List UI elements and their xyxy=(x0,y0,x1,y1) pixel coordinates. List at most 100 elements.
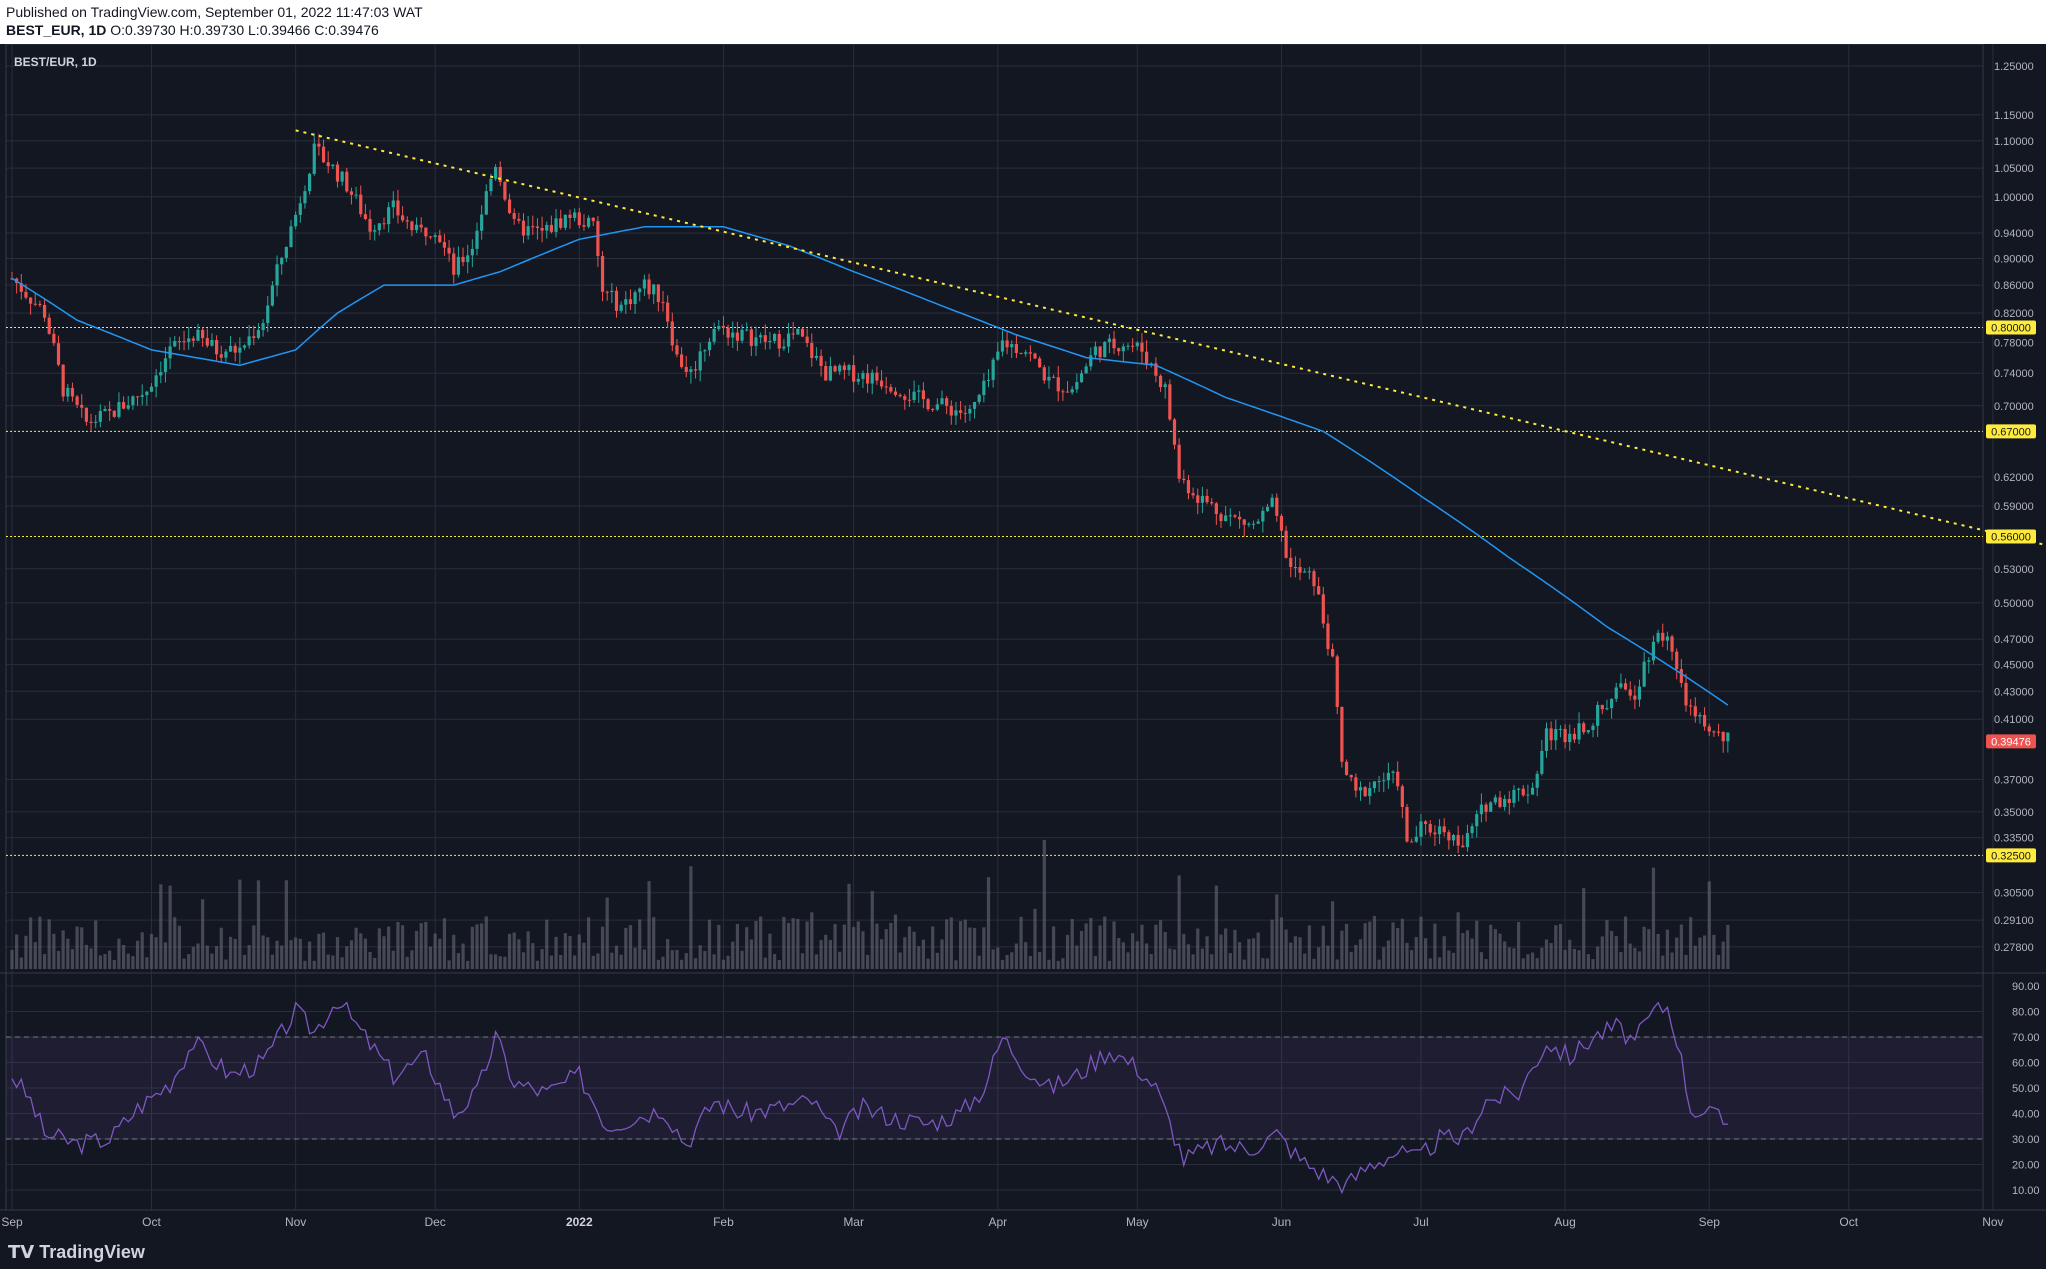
volume-bar xyxy=(456,953,460,969)
candle-body xyxy=(433,235,437,238)
candle-body xyxy=(982,380,986,396)
volume-bar xyxy=(1284,929,1288,969)
volume-bar xyxy=(1698,937,1702,969)
price-axis[interactable]: 1.25000 1.15000 1.10000 1.05000 1.00000 0.940… xyxy=(1986,61,2036,954)
volume-bar xyxy=(219,927,223,969)
volume-bar xyxy=(805,921,809,969)
volume-bar xyxy=(354,927,358,969)
volume-bar xyxy=(75,926,79,969)
candle-body xyxy=(210,339,214,346)
volume-bar xyxy=(777,960,781,969)
candle-body xyxy=(1191,493,1195,496)
volume-bar xyxy=(717,924,721,969)
candle-body xyxy=(1642,661,1646,687)
candle-body xyxy=(1475,814,1479,827)
candle-body xyxy=(921,390,925,400)
volume-bar xyxy=(414,930,419,969)
candle-body xyxy=(1703,714,1707,727)
price-tick-label: 0.50000 xyxy=(1994,598,2034,610)
candle-body xyxy=(1386,772,1390,781)
volume-bar xyxy=(577,934,581,969)
volume-bar xyxy=(70,949,75,969)
volume-bar xyxy=(1479,952,1483,969)
candle-body xyxy=(1661,632,1665,641)
volume-bar xyxy=(1484,959,1488,969)
volume-bar xyxy=(512,932,516,969)
volume-bar xyxy=(986,877,991,969)
volume-bar xyxy=(1084,923,1088,969)
volume-bar xyxy=(1168,948,1172,969)
volume-bar xyxy=(1014,943,1018,969)
time-axis[interactable]: Sep Oct Nov Dec 2022 Feb Mar Apr May Jun Jul Aug Sep… xyxy=(1,1215,2003,1229)
volume-bar xyxy=(1307,925,1311,969)
volume-bar xyxy=(1563,949,1567,969)
volume-bar xyxy=(173,917,177,969)
volume-bar xyxy=(1391,922,1395,969)
volume-bar xyxy=(377,928,381,969)
volume-bar xyxy=(1163,932,1167,969)
candle-body xyxy=(512,213,516,219)
candle-body xyxy=(298,203,302,215)
last-price-tag xyxy=(1986,734,2036,749)
time-tick-label: Oct xyxy=(142,1215,161,1229)
volume-bar xyxy=(712,954,716,969)
candle-body xyxy=(1024,352,1028,354)
volume-bar xyxy=(559,954,563,969)
volume-bar xyxy=(800,953,805,969)
candle-body xyxy=(689,369,693,372)
candle-body xyxy=(1368,788,1372,797)
volume-bar xyxy=(535,960,540,969)
volume-bar xyxy=(698,945,702,969)
published-text: Published on TradingView.com, September … xyxy=(6,4,423,20)
candle-body xyxy=(1261,510,1265,522)
volume-bar xyxy=(196,943,200,969)
volume-bar xyxy=(619,954,623,969)
candle-body xyxy=(140,395,144,397)
candle-body xyxy=(70,387,75,397)
candle-body xyxy=(80,404,84,408)
volume-bar xyxy=(56,950,61,969)
candle-body xyxy=(1256,521,1260,524)
volume-bar xyxy=(1140,924,1144,969)
volume-bar xyxy=(19,957,23,969)
candle-body xyxy=(1396,771,1400,787)
rsi-tick-label: 10.00 xyxy=(2012,1185,2040,1197)
chart-area[interactable]: BEST/EUR, 1D 1.25000 1.15000 1.10000 1.0500… xyxy=(0,44,2046,1236)
volume-bar xyxy=(1600,936,1604,969)
volume-bar xyxy=(1135,941,1139,969)
candle-body xyxy=(1465,833,1470,848)
candle-body xyxy=(312,143,316,174)
candle-body xyxy=(205,338,209,346)
volume-bar xyxy=(856,921,860,969)
time-tick-label: 2022 xyxy=(566,1215,593,1229)
price-tick-label: 1.10000 xyxy=(1994,136,2034,148)
volume-bar xyxy=(1261,958,1265,969)
volume-bar xyxy=(1047,959,1051,969)
candle-body xyxy=(926,399,930,410)
candle-body xyxy=(684,367,688,372)
candle-body xyxy=(1344,761,1349,775)
volume-bar xyxy=(1335,959,1339,969)
candle-body xyxy=(852,365,856,382)
volume-bar xyxy=(1358,939,1363,969)
volume-bar xyxy=(1265,958,1270,969)
candle-body xyxy=(456,256,460,275)
candle-body xyxy=(1451,834,1456,841)
candle-body xyxy=(1242,519,1246,525)
candle-body xyxy=(1521,788,1525,796)
candle-body xyxy=(1033,353,1037,359)
candle-body xyxy=(656,284,660,303)
volume-bar xyxy=(247,945,251,969)
candle-body xyxy=(42,304,47,318)
level-tag xyxy=(1986,529,2036,544)
rsi-axis[interactable]: 90.00 80.00 70.00 60.00 50.00 40.00 30.00 20.00… xyxy=(2012,981,2040,1197)
candle-body xyxy=(331,164,335,167)
volume-bar xyxy=(1414,937,1418,969)
volume-bar xyxy=(201,899,205,969)
candle-body xyxy=(754,337,758,346)
candle-body xyxy=(191,338,195,341)
candle-body xyxy=(1014,344,1018,354)
candle-body xyxy=(698,351,702,371)
candle-body xyxy=(163,358,168,373)
volume-bar xyxy=(1251,938,1256,969)
